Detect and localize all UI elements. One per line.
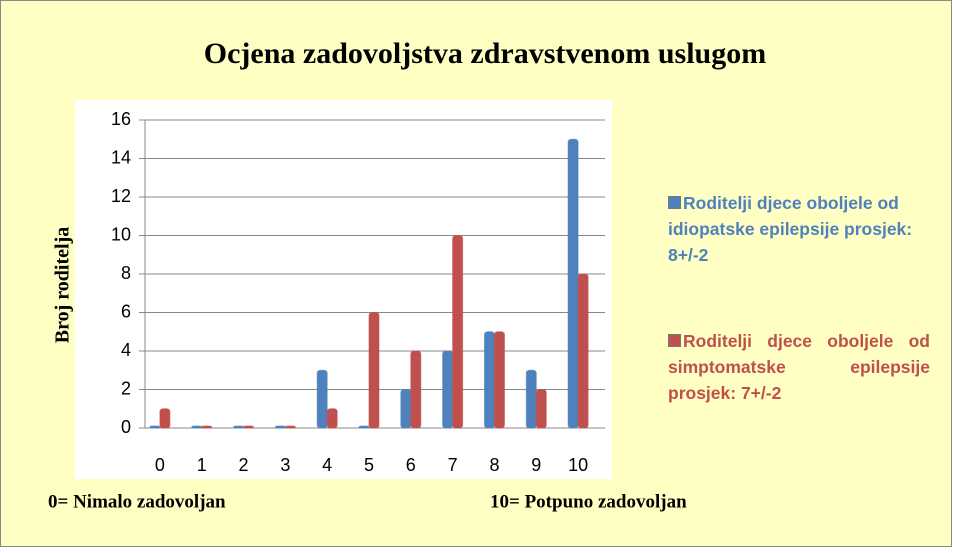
bar (243, 425, 255, 429)
y-tick-label: 0 (121, 417, 131, 437)
legend-label: Roditelji djece oboljele od idiopatske e… (668, 193, 913, 265)
bar (577, 273, 589, 429)
x-tick-label: 10 (568, 455, 588, 475)
y-tick-label: 10 (111, 224, 131, 244)
y-tick-label: 12 (111, 186, 131, 206)
legend-marker (668, 334, 681, 347)
x-tick-label: 6 (406, 455, 416, 475)
chart-title: Ocjena zadovoljstva zdravstvenom uslugom (204, 37, 766, 70)
bar (493, 331, 505, 429)
y-tick-label: 6 (121, 301, 131, 321)
legend-marker (668, 196, 681, 209)
x-tick-label: 8 (489, 455, 499, 475)
y-tick-label: 14 (111, 147, 131, 167)
bar (442, 350, 454, 429)
x-tick-label: 1 (197, 455, 207, 475)
x-tick-label: 2 (239, 455, 249, 475)
annotation: 0= Nimalo zadovoljan (48, 491, 226, 512)
legend-entry: Roditelji djece oboljele od simptomatske… (668, 328, 930, 406)
bar (159, 408, 171, 429)
y-axis-label: Broj roditelja (52, 227, 74, 343)
bar (149, 425, 161, 429)
bar (284, 425, 296, 429)
bar (452, 235, 464, 429)
bar (535, 389, 547, 429)
bar (233, 425, 245, 429)
y-tick-label: 16 (111, 109, 131, 129)
bar (483, 331, 495, 429)
y-tick-label: 2 (121, 378, 131, 398)
bar (525, 369, 537, 429)
x-tick-label: 3 (280, 455, 290, 475)
x-tick-label: 7 (448, 455, 458, 475)
bar (358, 425, 370, 429)
bar (567, 138, 579, 429)
bar (326, 408, 338, 429)
x-tick-label: 9 (531, 455, 541, 475)
bar (274, 425, 286, 429)
legend-entry: Roditelji djece oboljele od idiopatske e… (668, 190, 930, 268)
legend-label: Roditelji djece oboljele od simptomatske… (668, 331, 930, 403)
y-tick-label: 4 (121, 340, 131, 360)
bar (191, 425, 203, 429)
y-tick-label: 8 (121, 263, 131, 283)
bar (410, 350, 422, 429)
annotation: 10= Potpuno zadovoljan (490, 491, 687, 512)
x-tick-label: 5 (364, 455, 374, 475)
x-tick-label: 4 (322, 455, 332, 475)
bar (368, 312, 380, 429)
bar (400, 389, 412, 429)
x-tick-label: 0 (155, 455, 165, 475)
bar (316, 369, 328, 429)
bar (201, 425, 213, 429)
